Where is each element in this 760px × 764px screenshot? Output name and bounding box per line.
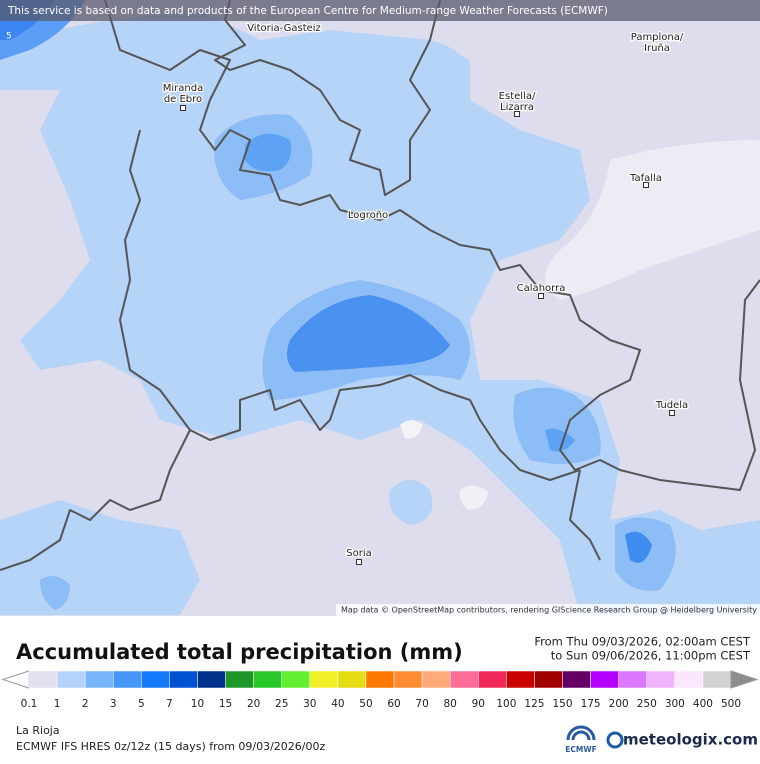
scale-label: 3 bbox=[110, 698, 117, 710]
place-label: Vitoria-Gasteiz bbox=[247, 23, 321, 34]
scale-swatch bbox=[590, 670, 619, 689]
attribution-top: This service is based on data and produc… bbox=[7, 5, 608, 17]
scale-swatch bbox=[534, 670, 563, 689]
scale-label: 70 bbox=[415, 698, 428, 710]
scale-label: 30 bbox=[303, 698, 316, 710]
place-label: Iruña bbox=[644, 43, 670, 54]
scale-label: 50 bbox=[359, 698, 372, 710]
scale-swatch bbox=[197, 670, 226, 689]
scale-swatch bbox=[28, 670, 58, 689]
scale-swatch bbox=[702, 670, 732, 689]
attribution-bar bbox=[0, 0, 760, 21]
place-label: de Ebro bbox=[164, 94, 202, 105]
place-marker bbox=[538, 293, 544, 299]
scale-label: 20 bbox=[247, 698, 260, 710]
place-label: Miranda bbox=[163, 83, 203, 94]
scale-label: 60 bbox=[387, 698, 400, 710]
scale-label: 125 bbox=[524, 698, 544, 710]
period-to: to Sun 09/06/2026, 11:00pm CEST bbox=[551, 649, 751, 663]
place-label: Tudela bbox=[655, 400, 688, 411]
attribution-bottom: Map data © OpenStreetMap contributors, r… bbox=[341, 606, 757, 615]
place-marker bbox=[514, 111, 520, 117]
scale-label: 500 bbox=[721, 698, 741, 710]
ecmwf-text: ECMWF bbox=[565, 745, 597, 754]
scale-label: 0.1 bbox=[21, 698, 38, 710]
scale-swatch bbox=[618, 670, 648, 689]
brand-icon bbox=[606, 731, 624, 749]
scale-label: 100 bbox=[496, 698, 516, 710]
scale-swatch bbox=[674, 670, 704, 689]
place-marker bbox=[643, 182, 649, 188]
scale-swatch bbox=[506, 670, 535, 689]
scale-label: 40 bbox=[331, 698, 344, 710]
place-label: Pamplona/ bbox=[631, 32, 684, 43]
contour-label: 5 bbox=[6, 32, 12, 42]
scale-arrow-high bbox=[730, 670, 759, 689]
place-label: Logroño bbox=[348, 210, 388, 221]
place-label: Calahorra bbox=[517, 283, 566, 294]
color-scale: 0.1 1 2 3 5 7 10 15 20 25 30 40 50 60 70 80 90 100 125 150 1… bbox=[1, 670, 759, 710]
scale-label: 250 bbox=[637, 698, 657, 710]
scale-swatch bbox=[562, 670, 591, 689]
legend-title: Accumulated total precipitation (mm) bbox=[16, 640, 463, 664]
scale-label: 25 bbox=[275, 698, 288, 710]
map-layer bbox=[0, 0, 760, 616]
scale-label: 15 bbox=[219, 698, 232, 710]
scale-swatch bbox=[56, 670, 86, 689]
place-label: Estella/ bbox=[499, 91, 536, 102]
scale-swatch bbox=[449, 670, 479, 689]
scale-label: 10 bbox=[191, 698, 204, 710]
model-info: ECMWF IFS HRES 0z/12z (15 days) from 09/… bbox=[16, 740, 326, 753]
scale-swatch bbox=[84, 670, 114, 689]
scale-label: 90 bbox=[472, 698, 485, 710]
scale-swatch bbox=[337, 670, 367, 689]
scale-swatch bbox=[646, 670, 676, 689]
scale-label: 1 bbox=[54, 698, 61, 710]
scale-label: 300 bbox=[665, 698, 685, 710]
place-label: Tafalla bbox=[629, 173, 662, 184]
place-marker bbox=[180, 105, 186, 111]
scale-swatch bbox=[365, 670, 395, 689]
place-label: Lizarra bbox=[500, 102, 534, 113]
ecmwf-logo: ECMWF bbox=[565, 725, 597, 754]
scale-swatch bbox=[281, 670, 311, 689]
scale-label: 5 bbox=[138, 698, 145, 710]
period-from: From Thu 09/03/2026, 02:00am CEST bbox=[534, 635, 751, 649]
place-marker bbox=[669, 410, 675, 416]
scale-label: 7 bbox=[166, 698, 173, 710]
scale-swatch bbox=[478, 670, 507, 689]
scale-swatch bbox=[309, 670, 339, 689]
scale-swatch bbox=[421, 670, 451, 689]
scale-label: 150 bbox=[552, 698, 572, 710]
attribution-box bbox=[336, 604, 760, 616]
scale-label: 400 bbox=[693, 698, 713, 710]
scale-swatch bbox=[112, 670, 142, 689]
scale-arrow-low bbox=[1, 670, 30, 689]
scale-swatch bbox=[169, 670, 198, 689]
scale-label: 200 bbox=[609, 698, 629, 710]
scale-swatch bbox=[141, 670, 170, 689]
brand[interactable]: meteologix.com bbox=[623, 731, 758, 749]
region: La Rioja bbox=[16, 724, 60, 737]
place-marker bbox=[356, 559, 362, 565]
scale-label: 2 bbox=[82, 698, 89, 710]
scale-label: 80 bbox=[444, 698, 457, 710]
scale-swatch bbox=[225, 670, 254, 689]
scale-label: 175 bbox=[581, 698, 601, 710]
scale-swatch bbox=[393, 670, 423, 689]
place-label: Soria bbox=[346, 548, 371, 559]
scale-swatch bbox=[253, 670, 282, 689]
